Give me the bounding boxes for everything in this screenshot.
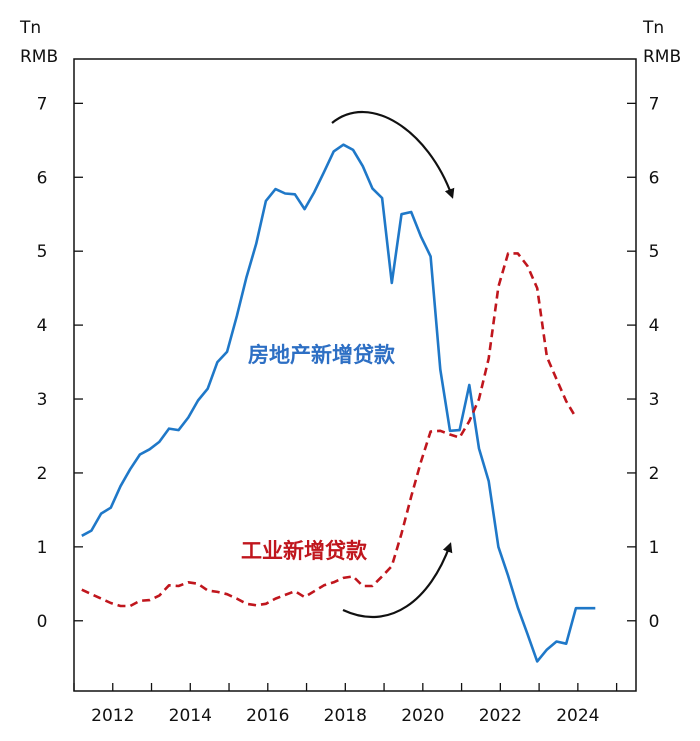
down-trend-arrow-icon — [331, 111, 455, 199]
y-tick-label-right: 1 — [649, 538, 660, 558]
y-tick-label-left: 1 — [37, 538, 48, 558]
x-tick-label: 2016 — [246, 706, 289, 726]
plot-frame — [73, 58, 637, 692]
y-tick-label-left: 7 — [37, 94, 48, 114]
y-tick-label-right: 5 — [649, 242, 660, 262]
y-unit-left-line1: Tn — [19, 18, 41, 38]
x-tick-label: 2024 — [556, 706, 599, 726]
industry-series-annotation: 工业新增贷款 — [241, 539, 368, 563]
y-tick-label-right: 2 — [649, 464, 660, 484]
y-axis-right: 0 1 2 3 4 5 6 7 — [627, 94, 660, 632]
y-tick-label-right: 0 — [649, 612, 660, 632]
y-axis-left: 0 1 2 3 4 5 6 7 — [37, 94, 83, 632]
y-unit-right-line2: RMB — [643, 47, 681, 67]
real-estate-series-annotation: 房地产新增贷款 — [248, 343, 396, 367]
up-trend-arrow-icon — [342, 542, 453, 619]
y-tick-label-left: 3 — [37, 390, 48, 410]
x-tick-label: 2012 — [91, 706, 134, 726]
x-tick-label: 2022 — [479, 706, 522, 726]
y-tick-label-left: 5 — [37, 242, 48, 262]
series-layer — [81, 143, 596, 663]
y-tick-label-right: 6 — [649, 168, 660, 188]
y-unit-left-line2: RMB — [20, 47, 58, 67]
y-tick-label-right: 4 — [649, 316, 660, 336]
y-tick-label-left: 2 — [37, 464, 48, 484]
x-axis: 2012 2014 2016 2018 2020 2022 2024 — [73, 683, 618, 726]
y-tick-label-left: 4 — [37, 316, 48, 336]
y-tick-label-right: 7 — [649, 94, 660, 114]
real-estate-loans-line — [81, 143, 596, 663]
y-tick-label-left: 0 — [37, 612, 48, 632]
y-unit-right-line1: Tn — [642, 18, 664, 38]
x-tick-label: 2014 — [169, 706, 212, 726]
y-tick-label-left: 6 — [37, 168, 48, 188]
x-tick-label: 2020 — [401, 706, 444, 726]
y-tick-label-right: 3 — [649, 390, 660, 410]
x-tick-label: 2018 — [324, 706, 367, 726]
industrial-loans-line — [81, 252, 578, 608]
